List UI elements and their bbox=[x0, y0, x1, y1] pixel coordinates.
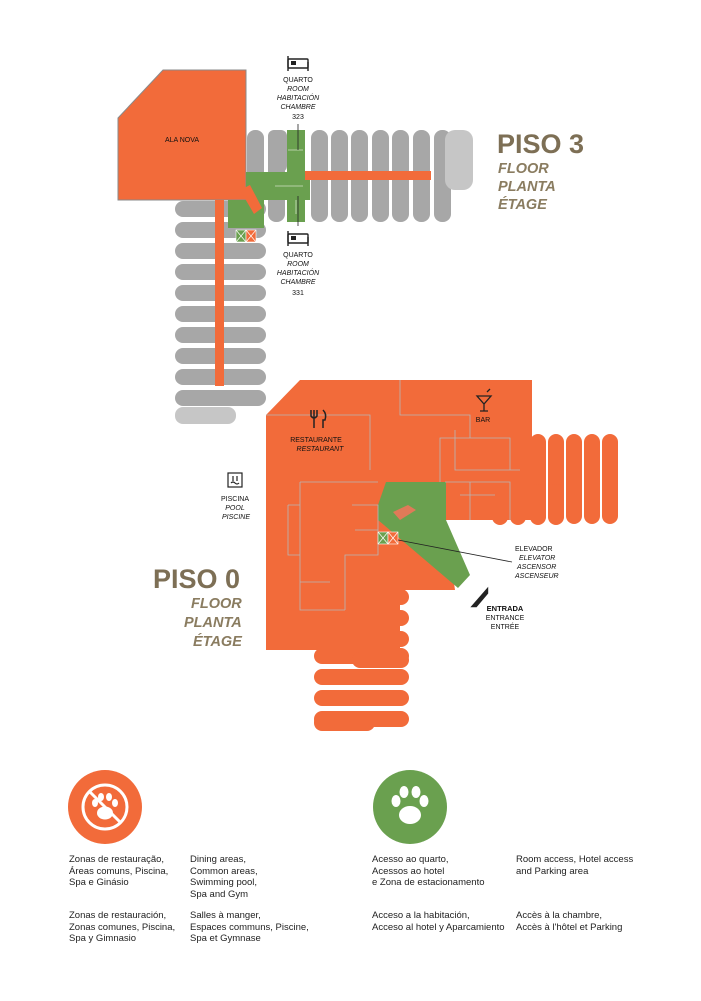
floor3-title: PISO 3 bbox=[497, 129, 584, 159]
legend-no-pets-fr: Salles à manger, Espaces communs, Piscin… bbox=[190, 910, 309, 944]
svg-text:ROOM: ROOM bbox=[287, 261, 309, 268]
floor3-corridor-horizontal bbox=[305, 171, 431, 180]
floor3-subtitle-floor: FLOOR bbox=[498, 161, 549, 177]
room-331-label: QUARTO ROOM HABITACIÓN CHAMBRE 331 bbox=[277, 252, 320, 297]
elevator-pointer bbox=[397, 539, 513, 563]
svg-text:323: 323 bbox=[292, 114, 304, 121]
room-block bbox=[530, 484, 546, 525]
floor0-subtitle-planta: PLANTA bbox=[184, 615, 242, 631]
svg-text:CHAMBRE: CHAMBRE bbox=[280, 104, 315, 111]
svg-text:POOL: POOL bbox=[225, 505, 245, 512]
room-block bbox=[352, 652, 409, 668]
svg-text:331: 331 bbox=[292, 290, 304, 297]
legend-pets-es: Acceso a la habitación, Acceso al hotel … bbox=[372, 910, 505, 933]
floor0-inner-walls bbox=[266, 380, 520, 611]
svg-text:ROOM: ROOM bbox=[287, 86, 309, 93]
svg-text:QUARTO: QUARTO bbox=[283, 252, 313, 259]
room-block bbox=[584, 434, 600, 524]
ala-nova-wing bbox=[117, 69, 247, 201]
floor0-subtitle-etage: ÉTAGE bbox=[193, 633, 243, 650]
legend-pets-fr: Accès à la chambre, Accès à l'hôtel et P… bbox=[516, 910, 623, 933]
legend-no-pets-pt: Zonas de restauração, Áreas comuns, Pisc… bbox=[69, 854, 169, 888]
svg-text:ENTRANCE: ENTRANCE bbox=[486, 615, 525, 622]
elevator-label: ELEVADOR ELEVATOR ASCENSOR ASCENSEUR bbox=[514, 546, 559, 580]
floor0-subtitle-floor: FLOOR bbox=[191, 596, 242, 612]
svg-text:ELEVATOR: ELEVATOR bbox=[519, 555, 555, 562]
svg-text:ENTRÉE: ENTRÉE bbox=[491, 622, 520, 631]
room-block bbox=[548, 484, 564, 525]
svg-text:HABITACIÓN: HABITACIÓN bbox=[277, 93, 320, 102]
pool-label: PISCINA POOL PISCINE bbox=[221, 496, 250, 521]
legend-pets-en: Room access, Hotel access and Parking ar… bbox=[516, 854, 634, 877]
bed-icon bbox=[287, 231, 309, 246]
svg-text:ASCENSEUR: ASCENSEUR bbox=[514, 573, 559, 580]
room-block bbox=[268, 130, 287, 172]
legend-no-pets-es: Zonas de restauración, Zonas comunes, Pi… bbox=[69, 910, 176, 944]
svg-text:PISCINE: PISCINE bbox=[222, 514, 250, 521]
ala-nova-label: ALA NOVA bbox=[165, 137, 199, 144]
floor0-title: PISO 0 bbox=[153, 564, 240, 594]
room-block bbox=[566, 434, 582, 524]
svg-text:QUARTO: QUARTO bbox=[283, 77, 313, 84]
floor0-plan bbox=[266, 380, 618, 731]
floor3-subtitle-etage: ÉTAGE bbox=[498, 196, 548, 213]
no-paw-icon bbox=[68, 770, 142, 844]
entrance-arrow-icon bbox=[470, 586, 489, 608]
room-block bbox=[314, 690, 409, 706]
svg-text:ENTRADA: ENTRADA bbox=[487, 604, 524, 613]
floor3-corridor-vertical bbox=[215, 200, 224, 386]
svg-text:ELEVADOR: ELEVADOR bbox=[515, 546, 553, 553]
svg-text:CHAMBRE: CHAMBRE bbox=[280, 279, 315, 286]
legend-pets-pt: Acesso ao quarto, Acessos ao hotel e Zon… bbox=[372, 854, 485, 888]
restaurant-label: RESTAURANTE bbox=[290, 437, 342, 444]
floor3-inner-lines bbox=[275, 149, 303, 214]
floor0-ramp bbox=[393, 505, 416, 520]
cocktail-icon bbox=[475, 388, 493, 412]
floor3-end-room bbox=[445, 130, 473, 190]
svg-text:PISCINA: PISCINA bbox=[221, 496, 249, 503]
room-block bbox=[602, 434, 618, 524]
floor0-right-room-stack bbox=[492, 434, 618, 525]
elevator-cross-icon bbox=[377, 531, 399, 545]
floor3-plan bbox=[117, 69, 473, 424]
elevator-cross-icon bbox=[235, 229, 257, 243]
room-block bbox=[175, 407, 236, 424]
svg-text:HABITACIÓN: HABITACIÓN bbox=[277, 268, 320, 277]
legend-no-pets-en: Dining areas, Common areas, Swimming poo… bbox=[190, 854, 258, 900]
room-block bbox=[175, 390, 266, 406]
bar-label: BAR bbox=[476, 417, 490, 424]
entrance-label: ENTRADA ENTRANCE ENTRÉE bbox=[486, 604, 525, 631]
pool-icon bbox=[227, 472, 243, 488]
paw-icon bbox=[373, 770, 447, 844]
floor3-corridor-diagonal bbox=[240, 185, 262, 214]
room-block bbox=[314, 669, 409, 685]
room-323-label: QUARTO ROOM HABITACIÓN CHAMBRE 323 bbox=[277, 77, 320, 121]
restaurant-label-en: RESTAURANT bbox=[297, 446, 345, 453]
fork-knife-icon bbox=[310, 409, 327, 428]
room-block bbox=[314, 714, 375, 731]
bed-icon bbox=[287, 56, 309, 71]
floor3-subtitle-planta: PLANTA bbox=[498, 179, 556, 195]
svg-text:ASCENSOR: ASCENSOR bbox=[516, 564, 556, 571]
